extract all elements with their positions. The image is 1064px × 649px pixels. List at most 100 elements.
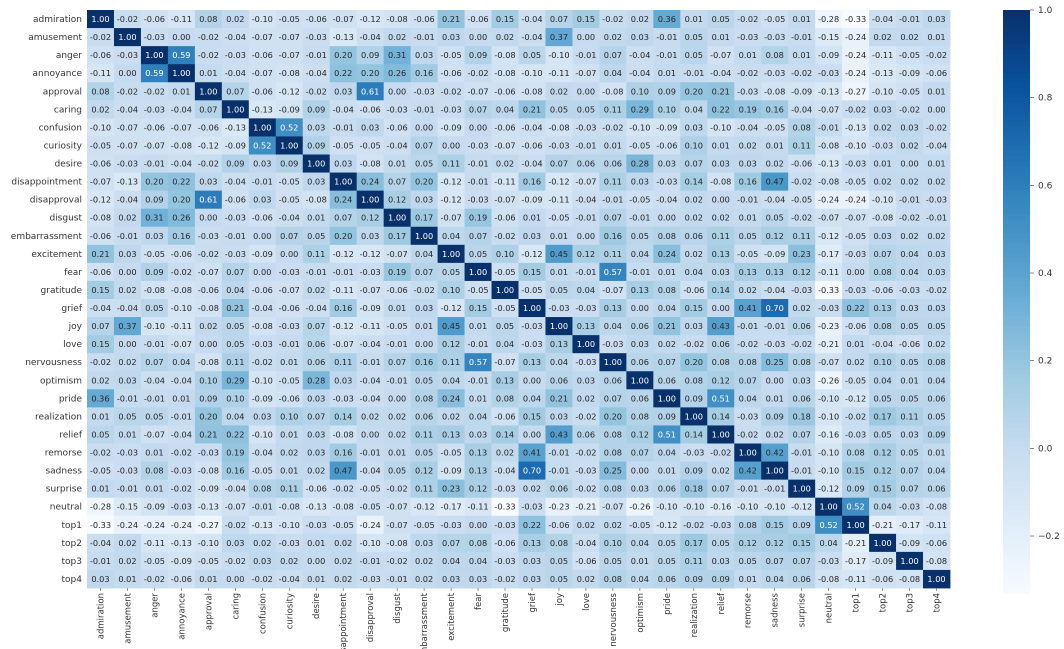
cell-value-label: 0.28 — [307, 375, 325, 385]
cell-value-label: -0.04 — [225, 68, 246, 78]
cell-value-label: 0.16 — [523, 177, 541, 187]
cell-value-label: -0.01 — [414, 104, 435, 114]
cell-value-label: 0.00 — [388, 86, 406, 96]
cell-value-label: 0.09 — [469, 50, 487, 60]
heatmap-cell — [572, 407, 600, 426]
cell-value-label: 0.01 — [685, 14, 703, 24]
cell-value-label: 0.07 — [469, 231, 487, 241]
cell-value-label: -0.28 — [818, 14, 839, 24]
heatmap-cell — [815, 317, 843, 336]
row-tick-label: grief — [61, 304, 82, 314]
cell-value-label: -0.03 — [764, 339, 785, 349]
cell-value-label: -0.01 — [575, 140, 596, 150]
heatmap-cell — [302, 154, 331, 173]
cell-value-label: 1.00 — [873, 538, 891, 548]
heatmap-cell — [87, 425, 115, 444]
heatmap-cell — [275, 497, 304, 517]
heatmap-cell — [680, 335, 708, 354]
heatmap-cell — [896, 497, 924, 517]
cell-value-label: 0.09 — [793, 520, 811, 530]
heatmap-cell — [329, 389, 358, 408]
heatmap-cell — [410, 28, 438, 47]
colorbar-segment — [1003, 204, 1030, 210]
heatmap-cell — [761, 10, 789, 29]
cell-value-label: -0.01 — [144, 159, 165, 169]
heatmap-cell — [491, 46, 519, 65]
colorbar-segment — [1003, 218, 1030, 225]
cell-value-label: -0.24 — [144, 520, 165, 530]
colorbar-segment — [1003, 68, 1030, 74]
column-tick-label: relief — [717, 592, 727, 614]
colorbar: 1.00.80.60.40.20.0−0.2 — [1003, 6, 1060, 594]
heatmap-cell — [653, 371, 681, 390]
cell-value-label: 0.02 — [496, 159, 514, 169]
cell-value-label: -0.13 — [845, 122, 866, 132]
cell-value-label: 0.31 — [388, 50, 406, 60]
heatmap-cell — [302, 10, 331, 29]
heatmap-cell — [275, 299, 304, 318]
heatmap-cell — [545, 497, 573, 517]
heatmap-cell — [707, 190, 735, 210]
colorbar-segment — [1003, 379, 1030, 385]
cell-value-label: -0.01 — [575, 267, 596, 277]
cell-value-label: -0.02 — [225, 556, 246, 566]
cell-value-label: -0.04 — [117, 303, 138, 313]
heatmap-cell — [653, 497, 681, 517]
heatmap-cell — [167, 10, 196, 29]
heatmap-cell — [491, 299, 519, 318]
colorbar-segment — [1003, 150, 1030, 157]
heatmap-cell — [248, 280, 277, 300]
cell-value-label: 0.06 — [793, 321, 811, 331]
heatmap-cell — [788, 389, 816, 408]
cell-value-label: -0.08 — [387, 538, 408, 548]
colorbar-segment — [1003, 490, 1030, 497]
cell-value-label: 0.05 — [658, 556, 676, 566]
heatmap-cell — [437, 515, 465, 535]
heatmap-cell — [653, 10, 681, 29]
heatmap-cell — [518, 389, 546, 408]
cell-value-label: 0.00 — [577, 86, 595, 96]
cell-value-label: -0.04 — [791, 104, 812, 114]
cell-value-label: 0.43 — [712, 321, 730, 331]
colorbar-segment — [1003, 452, 1030, 458]
cell-value-label: -0.24 — [845, 68, 866, 78]
heatmap-cell — [626, 280, 654, 300]
heatmap-cell — [707, 317, 735, 336]
cell-value-label: -0.08 — [926, 556, 947, 566]
heatmap-cell — [275, 208, 304, 228]
cell-value-label: -0.04 — [171, 375, 192, 385]
cell-value-label: 0.03 — [199, 177, 217, 187]
cell-value-label: 0.36 — [658, 14, 676, 24]
heatmap-cell — [707, 389, 735, 408]
colorbar-segment — [1003, 87, 1030, 94]
cell-value-label: 0.06 — [685, 231, 703, 241]
cell-value-label: -0.08 — [333, 502, 354, 512]
heatmap-cell — [410, 82, 438, 101]
cell-value-label: -0.09 — [279, 104, 300, 114]
heatmap-cell — [788, 154, 816, 173]
heatmap-cell — [383, 353, 412, 372]
cell-value-label: -0.01 — [360, 357, 381, 367]
cell-value-label: 0.05 — [118, 411, 136, 421]
heatmap-cell — [869, 299, 897, 318]
heatmap-cell — [410, 280, 438, 300]
cell-value-label: 0.03 — [739, 159, 757, 169]
cell-value-label: -0.06 — [656, 140, 677, 150]
colorbar-segment — [1003, 233, 1030, 239]
heatmap-cell — [842, 82, 870, 101]
heatmap-cell — [248, 262, 277, 282]
cell-value-label: 0.07 — [793, 556, 811, 566]
heatmap-cell — [464, 389, 492, 408]
heatmap-cell — [140, 10, 169, 29]
heatmap-cell — [356, 335, 385, 354]
cell-value-label: 0.03 — [361, 122, 379, 132]
cell-value-label: -0.02 — [414, 285, 435, 295]
cell-value-label: -0.03 — [225, 249, 246, 259]
row-tick-label: top4 — [62, 575, 83, 585]
heatmap-cell — [923, 371, 951, 390]
cell-value-label: -0.01 — [387, 574, 408, 584]
cell-value-label: 1.00 — [900, 556, 918, 566]
column-tick-label: top3 — [906, 593, 916, 612]
cell-value-label: 0.26 — [388, 68, 406, 78]
heatmap-cell — [275, 172, 304, 192]
